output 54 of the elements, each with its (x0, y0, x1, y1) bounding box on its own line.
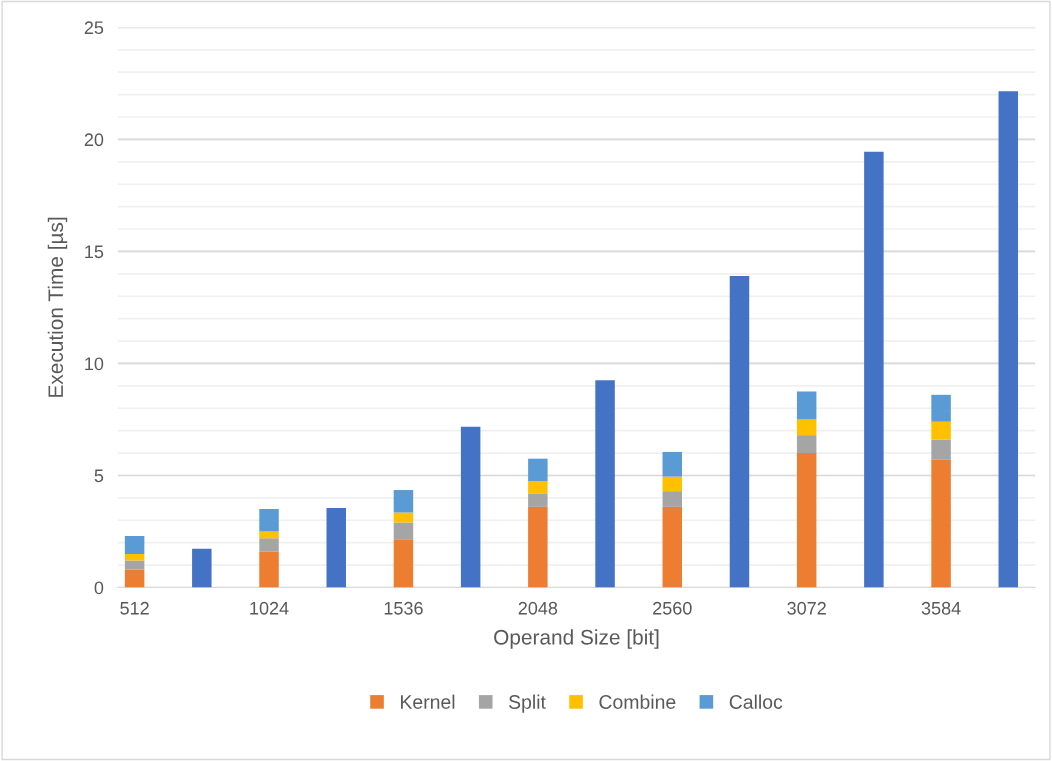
x-tick-label: 3072 (787, 601, 826, 615)
bar (931, 439, 951, 460)
bar (931, 394, 951, 422)
x-axis-title: Operand Size [bit] (494, 629, 659, 649)
legend-label: Combine (599, 694, 676, 709)
legend-label: Calloc (729, 694, 783, 709)
bar (729, 276, 750, 588)
legend-label: Kernel (400, 694, 455, 709)
bar (393, 522, 414, 540)
bar (931, 459, 951, 588)
bar (259, 509, 279, 532)
bar (662, 491, 683, 507)
y-tick-label: 25 (84, 21, 104, 35)
bar (662, 451, 683, 477)
bar (931, 421, 951, 440)
bar (124, 553, 145, 561)
y-tick-label: 15 (85, 245, 104, 259)
bar (460, 426, 481, 588)
bar (124, 535, 145, 554)
bar (662, 506, 683, 588)
x-tick-label: 3584 (921, 601, 961, 615)
x-tick-label: 2048 (518, 601, 558, 615)
bar (259, 551, 279, 588)
bar (528, 506, 548, 588)
bar (393, 490, 414, 513)
x-tick-label: 512 (120, 601, 149, 615)
bar (393, 539, 414, 588)
y-tick-label: 20 (84, 133, 104, 147)
y-tick-label: 5 (94, 469, 104, 483)
bar (528, 458, 548, 482)
legend-label: Split (508, 694, 546, 713)
bar (393, 512, 414, 523)
bar (595, 380, 615, 588)
y-tick-label: 10 (85, 357, 104, 371)
bar (124, 569, 145, 588)
bar (124, 560, 145, 570)
bar (528, 481, 548, 494)
bar (796, 391, 817, 420)
bar (662, 476, 683, 492)
bar (796, 453, 817, 588)
y-axis-title: Execution Time [µs] (47, 217, 68, 397)
bar (864, 151, 884, 588)
bar (796, 419, 817, 436)
bar (998, 91, 1019, 588)
bar (528, 493, 548, 507)
y-tick-label: 0 (94, 581, 104, 595)
x-tick-label: 1024 (250, 601, 289, 615)
bar (192, 548, 212, 588)
bar (326, 507, 346, 588)
bar (796, 435, 817, 454)
bar (259, 531, 279, 539)
bar (259, 538, 279, 552)
x-tick-label: 2560 (653, 601, 692, 615)
x-tick-label: 1536 (384, 601, 423, 615)
